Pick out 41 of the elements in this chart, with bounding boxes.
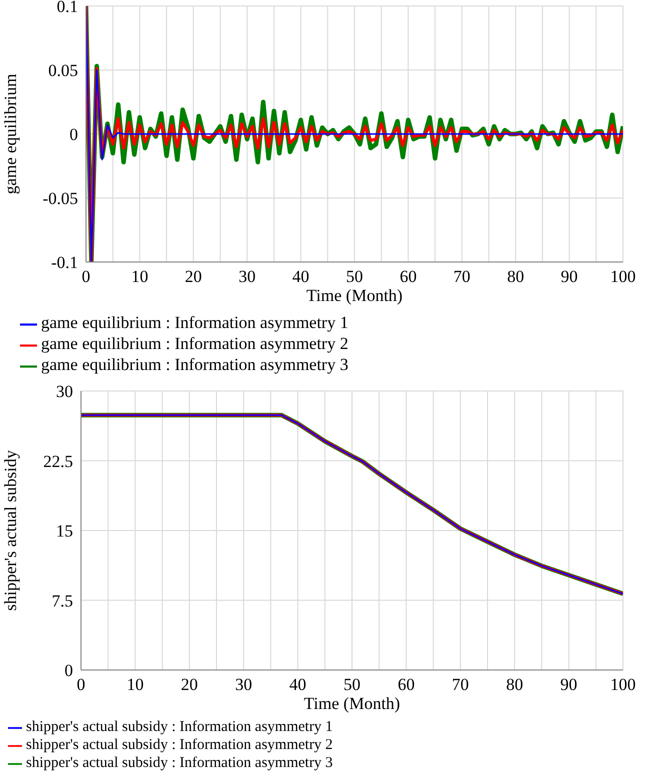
x-tick-label: 90 xyxy=(560,675,578,694)
x-axis-title: Time (Month) xyxy=(304,694,400,713)
legend-label: shipper's actual subsidy : Information asymmetry 1 xyxy=(26,719,333,735)
x-axis-title: Time (Month) xyxy=(306,286,403,305)
x-tick-label: 20 xyxy=(184,267,202,286)
x-tick-label: 0 xyxy=(82,267,90,286)
x-tick-label: 40 xyxy=(289,675,306,694)
x-tick-label: 70 xyxy=(453,267,470,286)
x-tick-label: 40 xyxy=(292,267,310,286)
y-tick-label: 30 xyxy=(56,382,73,402)
y-tick-label: 22.5 xyxy=(43,452,73,471)
x-tick-label: 90 xyxy=(560,267,578,286)
y-tick-label: 0.1 xyxy=(56,0,78,16)
y-axis-title: game equilibrium xyxy=(1,74,20,194)
x-tick-label: 60 xyxy=(398,675,415,694)
legend-label: shipper's actual subsidy : Information asymmetry 3 xyxy=(26,755,333,771)
x-tick-label: 70 xyxy=(452,675,469,694)
y-tick-label: -0.05 xyxy=(42,189,78,208)
x-tick-label: 30 xyxy=(235,675,252,694)
legend-label: shipper's actual subsidy : Information asymmetry 2 xyxy=(26,737,333,753)
y-tick-label: 0.05 xyxy=(48,61,78,80)
x-tick-label: 100 xyxy=(610,267,636,286)
y-tick-label: 15 xyxy=(56,522,73,541)
x-tick-label: 20 xyxy=(180,675,198,694)
x-tick-label: 50 xyxy=(346,267,363,286)
x-tick-label: 100 xyxy=(610,675,636,694)
x-tick-label: 50 xyxy=(344,675,360,694)
y-tick-label: 7.5 xyxy=(52,591,73,610)
x-tick-label: 30 xyxy=(238,267,256,286)
y-tick-label: 0 xyxy=(64,661,73,680)
legend-label: game equilibrium : Information asymmetry 1 xyxy=(41,313,348,332)
x-tick-label: 80 xyxy=(507,267,524,286)
x-tick-label: 10 xyxy=(126,675,144,694)
x-tick-label: 80 xyxy=(506,675,524,694)
legend-label: game equilibrium : Information asymmetry 2 xyxy=(41,334,348,353)
x-tick-label: 60 xyxy=(400,267,417,286)
x-tick-label: 10 xyxy=(131,267,148,286)
y-axis-title: shipper's actual subsidy xyxy=(1,450,20,611)
y-tick-label: 0 xyxy=(70,125,78,144)
y-tick-label: -0.1 xyxy=(51,253,78,272)
legend-label: game equilibrium : Information asymmetry 3 xyxy=(41,355,348,374)
